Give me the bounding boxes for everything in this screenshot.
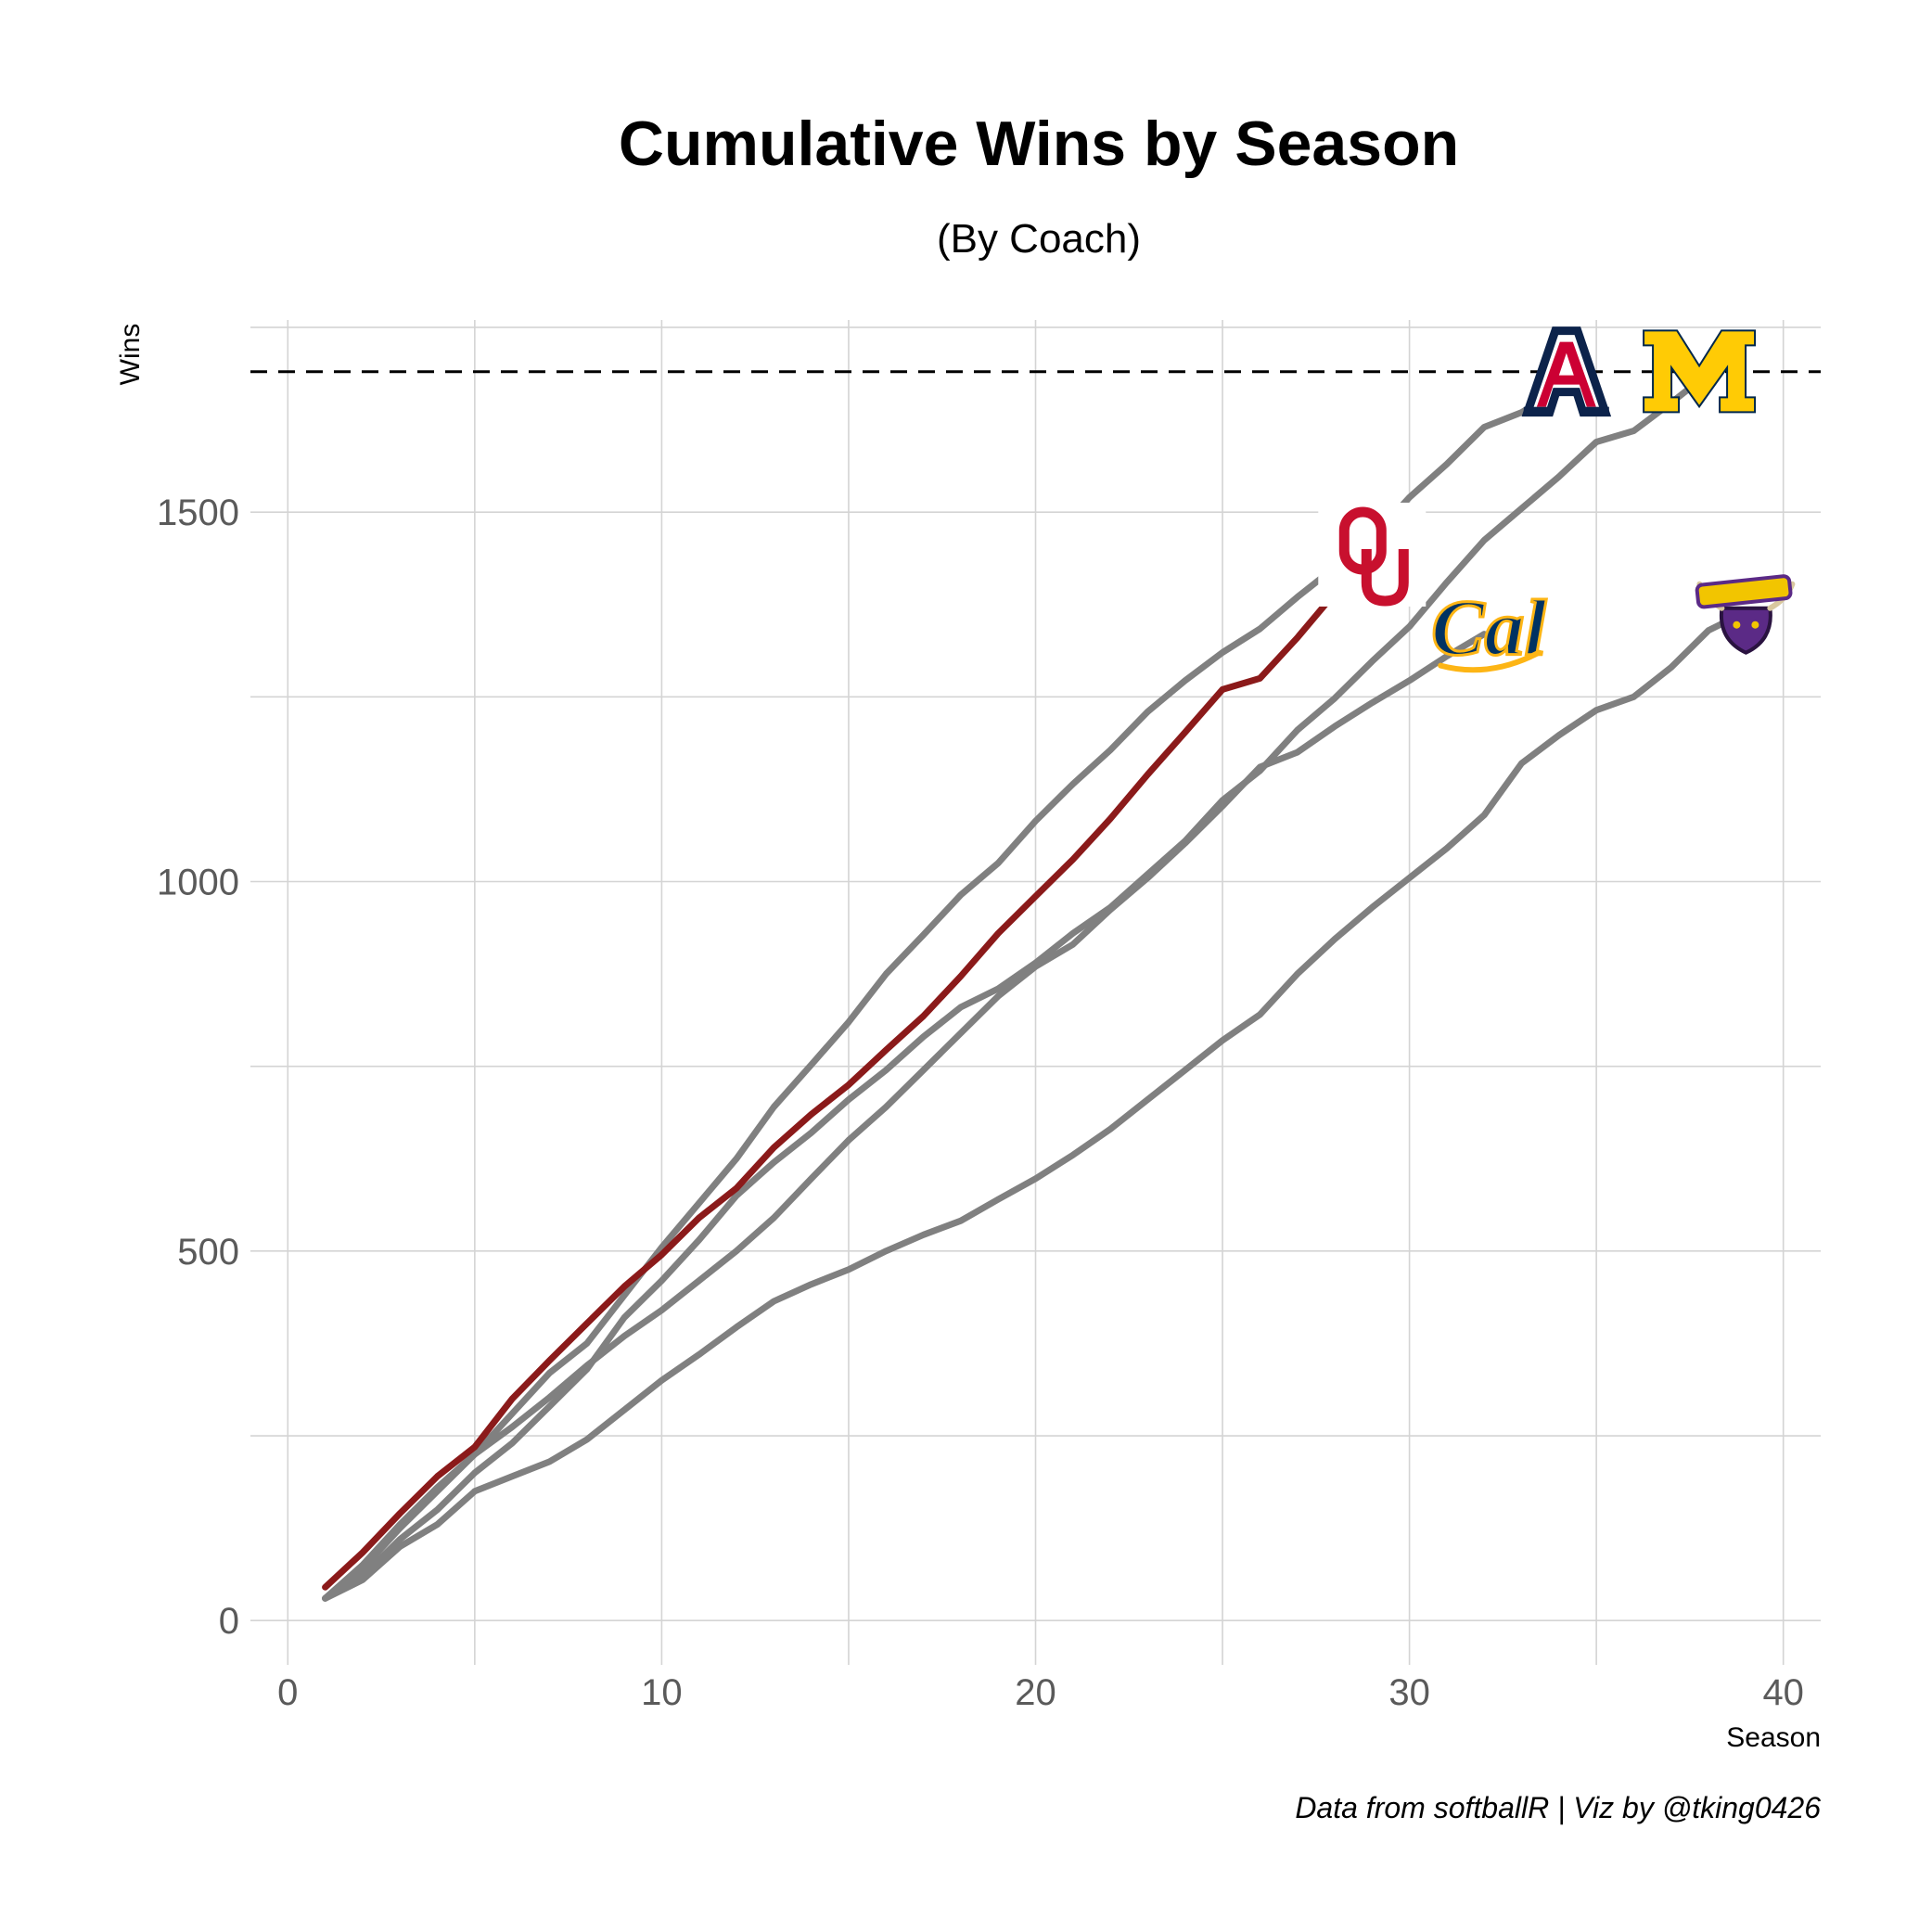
y-tick-label: 1500 (157, 493, 239, 533)
x-tick-label: 30 (1388, 1672, 1430, 1713)
cal-logo: Cal (1430, 582, 1548, 673)
grid-lines (250, 320, 1821, 1665)
y-axis-label: Wins (115, 324, 146, 386)
x-tick-label: 10 (641, 1672, 683, 1713)
x-tick-label: 20 (1015, 1672, 1056, 1713)
x-axis-label: Season (1726, 1722, 1821, 1753)
y-tick-label: 0 (219, 1601, 239, 1642)
team-logos: Cal (1318, 326, 1796, 673)
series-line-minnesota-state (322, 608, 1749, 1602)
arizona-logo (1521, 326, 1612, 417)
minnesota-state-logo (1695, 574, 1796, 655)
chart-title: Cumulative Wins by Season (619, 109, 1459, 179)
x-tick-label: 40 (1762, 1672, 1804, 1713)
x-tick-label: 0 (277, 1672, 298, 1713)
y-tick-labels: 0 500 1000 1500 (157, 493, 239, 1642)
x-tick-labels: 0 10 20 30 40 (277, 1672, 1804, 1713)
oklahoma-logo (1318, 502, 1427, 607)
y-tick-label: 500 (177, 1232, 239, 1273)
chart-caption: Data from softballR | Viz by @tking0426 (1295, 1791, 1821, 1824)
michigan-logo (1643, 329, 1757, 414)
series-line-michigan (322, 369, 1712, 1602)
series-line-oklahoma (322, 553, 1375, 1591)
y-tick-label: 1000 (157, 862, 239, 902)
chart-subtitle: (By Coach) (937, 216, 1141, 262)
series-line-cal (322, 631, 1488, 1602)
